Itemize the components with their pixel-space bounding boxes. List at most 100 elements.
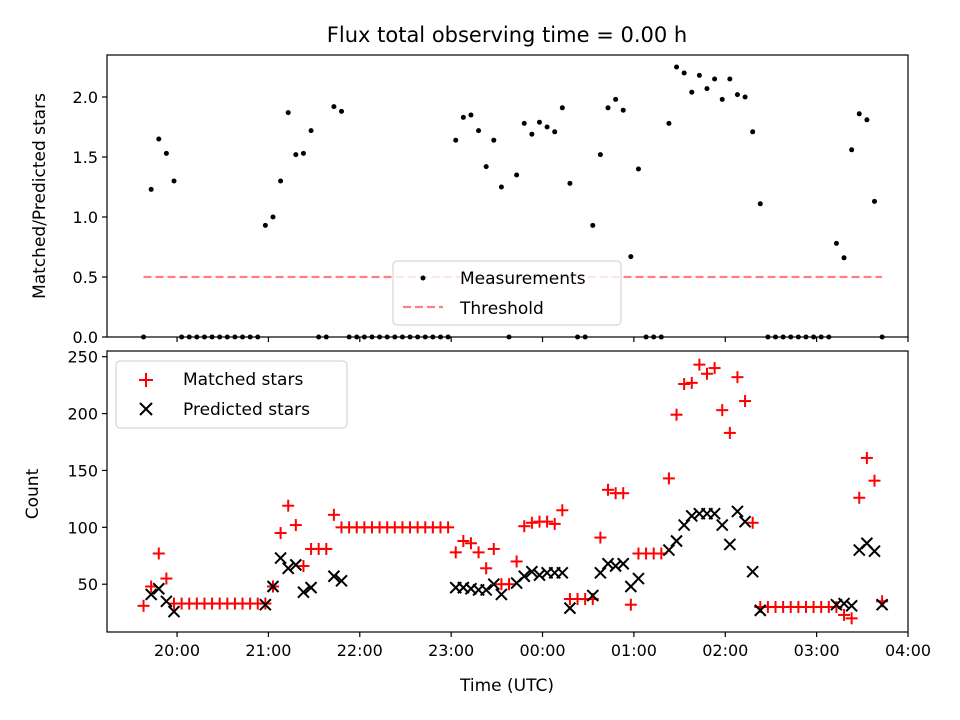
predicted-x-b — [868, 545, 881, 558]
measurement-point — [186, 334, 192, 340]
legend-predicted-label: Predicted stars — [183, 400, 310, 420]
measurement-point — [179, 334, 185, 340]
predicted-star-point — [167, 605, 181, 618]
measurement-point — [765, 334, 771, 340]
predicted-star-point — [259, 598, 272, 611]
measurement-point — [727, 76, 733, 82]
predicted-x-b — [518, 570, 531, 583]
measurement-point — [871, 198, 877, 204]
measurement-point — [316, 334, 322, 340]
predicted-star-point — [708, 507, 721, 520]
bottom-y-tick-label: 100 — [67, 518, 98, 537]
measurement-point — [674, 64, 680, 70]
matched-star-point — [739, 395, 752, 408]
measurement-point — [567, 180, 573, 186]
predicted-star-point — [746, 565, 759, 578]
matched-star-point — [716, 404, 729, 417]
measurement-point — [377, 334, 383, 340]
measurement-point — [445, 334, 451, 340]
measurement-point — [605, 105, 611, 111]
predicted-x-b — [259, 598, 272, 611]
measurement-point — [651, 334, 657, 340]
predicted-x-b — [662, 543, 676, 557]
predicted-star-point — [479, 583, 493, 597]
matched-star-point — [518, 520, 531, 533]
matched-star-point — [320, 542, 333, 555]
x-tick-label: 03:00 — [794, 641, 840, 660]
matched-star-point — [525, 516, 538, 529]
legend-threshold-label: Threshold — [459, 299, 544, 319]
predicted-x-b — [716, 518, 729, 532]
predicted-star-point — [152, 582, 165, 595]
predicted-x-b — [152, 582, 165, 595]
measurement-point — [643, 334, 649, 340]
x-tick-label: 21:00 — [245, 641, 291, 660]
measurement-point — [163, 150, 169, 156]
measurement-point — [773, 334, 779, 340]
measurement-point — [719, 96, 725, 102]
measurement-point — [514, 172, 520, 178]
measurement-point — [849, 147, 855, 153]
matched-star-point — [693, 358, 706, 371]
measurement-point — [628, 254, 634, 260]
predicted-x-b — [563, 601, 577, 615]
predicted-x-b — [327, 570, 341, 583]
predicted-star-point — [837, 597, 851, 610]
predicted-star-point — [716, 518, 729, 532]
matched-star-point — [556, 504, 569, 517]
matched-star-point — [137, 599, 150, 612]
measurement-point — [483, 164, 489, 170]
measurement-point — [582, 334, 588, 340]
predicted-x-b — [282, 562, 295, 575]
predicted-x-b — [487, 578, 501, 591]
bottom-legend-box — [115, 360, 348, 429]
top-y-tick-label: 2.0 — [73, 88, 98, 107]
measurement-point — [156, 136, 162, 142]
legend-matched-label: Matched stars — [183, 370, 303, 390]
measurement-point — [384, 334, 390, 340]
measurement-point — [696, 72, 702, 78]
predicted-star-point — [662, 543, 676, 557]
measurement-point — [597, 152, 603, 158]
measurement-point — [354, 334, 360, 340]
predicted-star-point — [274, 551, 287, 565]
predicted-star-point — [594, 566, 607, 580]
measurement-point — [141, 334, 147, 340]
matched-star-point — [457, 534, 470, 547]
measurement-point — [224, 334, 230, 340]
predicted-star-point — [731, 505, 744, 518]
matched-star-point — [602, 483, 615, 496]
matched-star-point — [297, 560, 310, 573]
predicted-star-point — [160, 595, 173, 608]
legend-predicted-marker — [139, 402, 153, 416]
measurement-point — [460, 114, 466, 120]
predicted-star-point — [335, 574, 348, 588]
predicted-x-b — [731, 505, 744, 518]
measurement-point — [689, 89, 695, 95]
predicted-x-b — [746, 565, 759, 578]
x-tick-label: 22:00 — [337, 641, 383, 660]
x-tick-label: 20:00 — [154, 641, 200, 660]
measurement-point — [620, 107, 626, 113]
measurement-point — [590, 222, 596, 228]
predicted-x-b — [860, 537, 874, 550]
measurement-point — [788, 334, 794, 340]
measurement-point — [331, 104, 337, 110]
predicted-x-b — [754, 604, 767, 617]
predicted-x-b — [670, 534, 683, 548]
matched-star-point — [541, 515, 554, 528]
measurement-point — [681, 70, 687, 76]
predicted-star-point — [586, 589, 599, 602]
measurement-point — [506, 334, 512, 340]
measurement-point — [415, 334, 421, 340]
measurement-point — [392, 334, 398, 340]
measurement-point — [818, 334, 824, 340]
measurement-point — [194, 334, 200, 340]
matched-star-point — [723, 426, 736, 439]
measurement-point — [841, 255, 847, 261]
measurement-point — [217, 334, 223, 340]
predicted-x-b — [335, 574, 348, 588]
top-y-tick-label: 1.5 — [73, 148, 98, 167]
x-tick-label: 23:00 — [428, 641, 474, 660]
predicted-x-b — [875, 598, 889, 611]
